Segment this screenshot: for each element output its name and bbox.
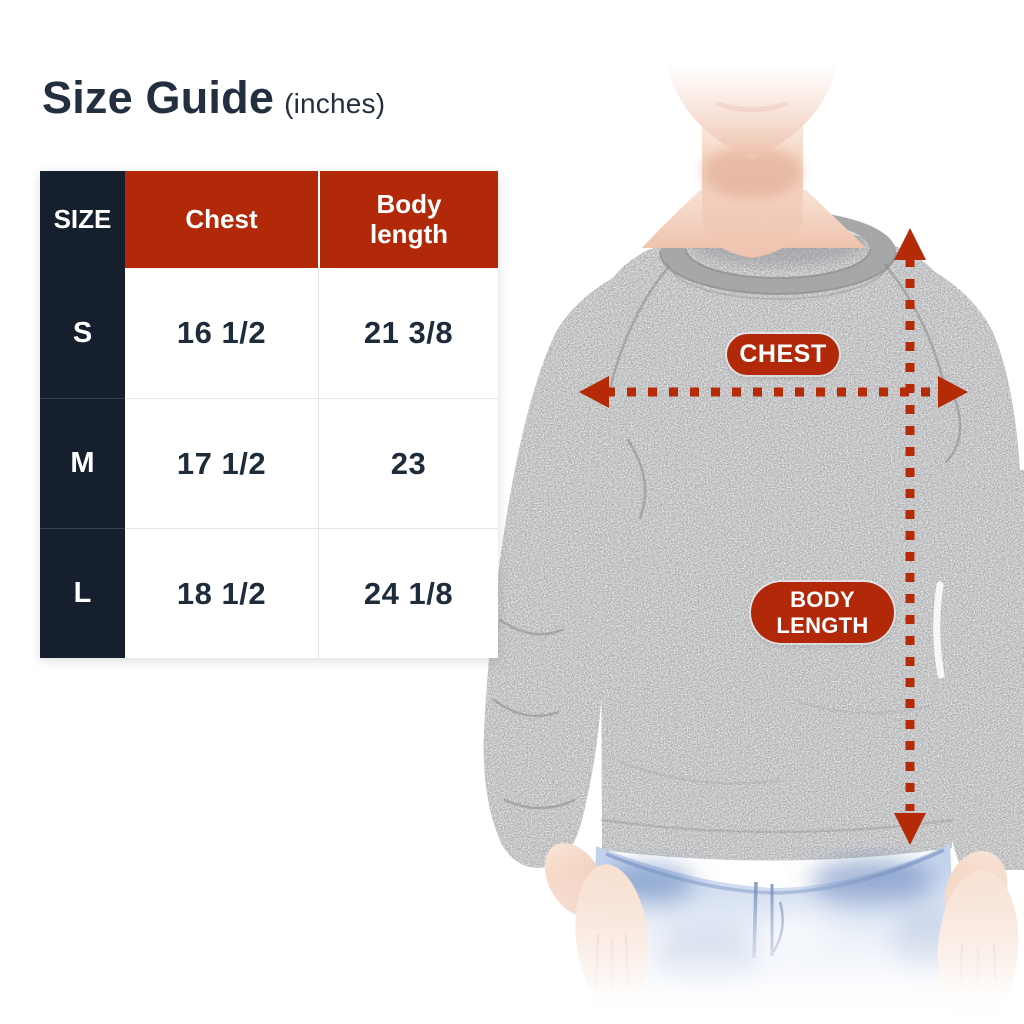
size-table: SIZE Chest Body length S 16 1/2 21 3/8 M…: [40, 171, 498, 658]
column-header-chest: Chest: [125, 171, 318, 268]
body-length-value-m: 23: [318, 398, 498, 528]
bottom-fade: [450, 868, 1024, 1024]
chest-value-l: 18 1/2: [125, 528, 318, 658]
chest-value-s: 16 1/2: [125, 268, 318, 398]
size-label-s: S: [40, 268, 125, 398]
top-fade: [560, 0, 1024, 152]
body-length-line2: LENGTH: [776, 612, 869, 638]
chest-badge-label: CHEST: [739, 340, 827, 368]
body-length-badge-label: BODY LENGTH: [776, 587, 868, 639]
body-length-value-s: 21 3/8: [318, 268, 498, 398]
collar: [660, 210, 896, 294]
body-length-value-l: 24 1/8: [318, 528, 498, 658]
body-length-badge: BODY LENGTH: [751, 582, 894, 643]
size-label-m: M: [40, 398, 125, 528]
page-title: Size Guide (inches): [42, 72, 385, 124]
chest-value-m: 17 1/2: [125, 398, 318, 528]
title-text: Size Guide: [42, 72, 275, 123]
column-header-size: SIZE: [40, 171, 125, 268]
size-label-l: L: [40, 528, 125, 658]
arm-gap-highlight: [933, 581, 945, 679]
collar-seam: [659, 248, 897, 300]
title-suffix: (inches): [284, 88, 386, 119]
sweatshirt: [483, 227, 1024, 870]
body-length-line1: BODY: [790, 586, 855, 612]
chest-badge: CHEST: [727, 334, 839, 375]
column-header-body-length: Body length: [318, 171, 498, 268]
